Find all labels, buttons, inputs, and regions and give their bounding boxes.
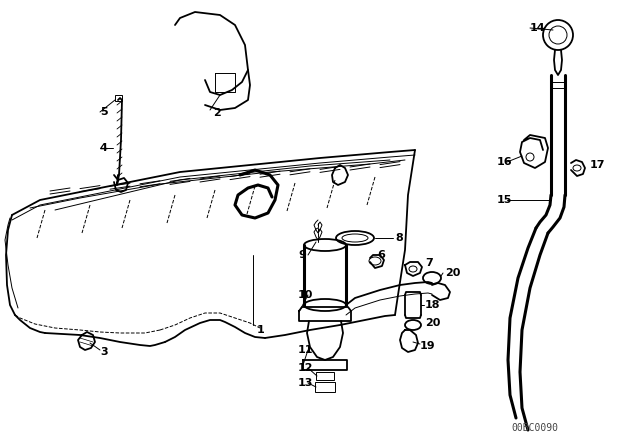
- Text: 10: 10: [298, 290, 314, 300]
- Text: 3: 3: [100, 347, 108, 357]
- Text: 16: 16: [497, 157, 513, 167]
- Text: 17: 17: [590, 160, 605, 170]
- Bar: [115, 95, 122, 101]
- Text: 15: 15: [497, 195, 513, 205]
- Text: 7: 7: [425, 258, 433, 268]
- Text: 20: 20: [425, 318, 440, 328]
- Text: 1: 1: [257, 325, 265, 335]
- Text: 4: 4: [100, 143, 108, 153]
- Text: 6: 6: [377, 250, 385, 260]
- Text: 00BC0090: 00BC0090: [511, 423, 559, 433]
- Text: 8: 8: [395, 233, 403, 243]
- Text: 2: 2: [213, 108, 221, 118]
- Text: 5: 5: [100, 107, 108, 117]
- Text: 19: 19: [420, 341, 436, 351]
- Text: 18: 18: [425, 300, 440, 310]
- Text: 12: 12: [298, 363, 314, 373]
- Text: 11: 11: [298, 345, 314, 355]
- Text: 14: 14: [530, 23, 546, 33]
- Text: 13: 13: [298, 378, 314, 388]
- Text: 20: 20: [445, 268, 460, 278]
- Text: 9: 9: [298, 250, 306, 260]
